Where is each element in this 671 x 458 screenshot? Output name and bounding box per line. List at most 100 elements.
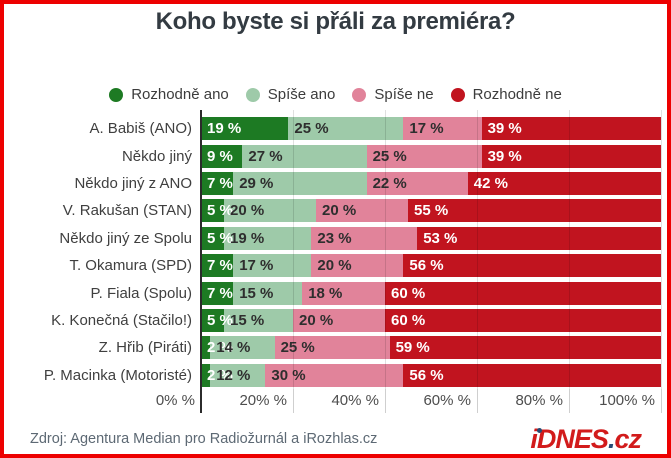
stacked-bar: 5 % 19 % 23 % 53 % bbox=[201, 226, 661, 250]
segment-value-label: 39 % bbox=[487, 120, 522, 138]
bar-row: Z. Hřib (Piráti) 2 % 14 % 25 % 59 % bbox=[4, 334, 667, 361]
bar-segment: 2 % bbox=[201, 363, 233, 387]
legend-item: Rozhodně ne bbox=[450, 86, 562, 103]
legend-label: Spíše ne bbox=[374, 86, 434, 103]
stacked-bar: 5 % 15 % 20 % 60 % bbox=[201, 308, 661, 332]
legend-dot-icon bbox=[450, 87, 465, 102]
segment-value-label: 17 % bbox=[409, 120, 444, 138]
bar-segment: 2 % bbox=[201, 336, 233, 360]
segment-value-label: 2 % bbox=[207, 366, 233, 384]
category-label: A. Babiš (ANO) bbox=[89, 120, 192, 138]
category-label: Někdo jiný bbox=[121, 147, 192, 165]
segment-value-label: 5 % bbox=[207, 311, 233, 329]
segment-value-label: 18 % bbox=[308, 284, 343, 302]
segment-value-label: 55 % bbox=[414, 202, 449, 220]
segment-value-label: 30 % bbox=[271, 366, 306, 384]
segment-value-label: 9 % bbox=[207, 147, 233, 165]
bar-segment: 59 % bbox=[389, 336, 661, 360]
category-label: P. Macinka (Motoristé) bbox=[43, 366, 192, 384]
bar-segment: 42 % bbox=[467, 171, 661, 195]
category-label: Z. Hřib (Piráti) bbox=[98, 339, 192, 357]
axis-tick-line bbox=[385, 388, 386, 413]
bar-row: P. Macinka (Motoristé) 2 % 12 % 30 % 56 % bbox=[4, 362, 667, 389]
bar-segment: 5 % bbox=[201, 199, 233, 223]
bar-segment: 60 % bbox=[384, 281, 661, 305]
segment-value-label: 20 % bbox=[299, 311, 334, 329]
axis-tick-line bbox=[477, 388, 478, 413]
chart-title: Koho byste si přáli za premiéra? bbox=[155, 8, 516, 35]
bar-segment: 7 % bbox=[201, 281, 234, 305]
axis-tick-line bbox=[293, 388, 294, 413]
segment-value-label: 53 % bbox=[423, 229, 458, 247]
stacked-bar: 9 % 27 % 25 % 39 % bbox=[201, 144, 661, 168]
bar-segment: 56 % bbox=[403, 254, 661, 278]
bar-segment: 20 % bbox=[316, 199, 408, 223]
segment-value-label: 15 % bbox=[239, 284, 274, 302]
segment-value-label: 42 % bbox=[473, 174, 508, 192]
segment-value-label: 29 % bbox=[239, 174, 274, 192]
bar-row: K. Konečná (Stačilo!) 5 % 15 % 20 % 60 % bbox=[4, 307, 667, 334]
segment-value-label: 5 % bbox=[207, 202, 233, 220]
logo-text-main: iDNES bbox=[530, 423, 609, 454]
segment-value-label: 56 % bbox=[409, 257, 444, 275]
axis-tick-label: 0% % bbox=[155, 391, 195, 409]
bar-segment: 5 % bbox=[201, 226, 233, 250]
bar-row: P. Fiala (Spolu) 7 % 15 % 18 % 60 % bbox=[4, 279, 667, 306]
bar-segment: 19 % bbox=[201, 117, 289, 141]
bar-row: Někdo jiný z ANO 7 % 29 % 22 % 42 % bbox=[4, 170, 667, 197]
bar-row: A. Babiš (ANO) 19 % 25 % 17 % 39 % bbox=[4, 115, 667, 142]
bar-segment: 53 % bbox=[417, 226, 661, 250]
legend-label: Rozhodně ano bbox=[131, 86, 229, 103]
legend-dot-icon bbox=[245, 87, 260, 102]
segment-value-label: 19 % bbox=[230, 229, 265, 247]
segment-value-label: 5 % bbox=[207, 229, 233, 247]
segment-value-label: 27 % bbox=[248, 147, 283, 165]
stacked-bar: 19 % 25 % 17 % 39 % bbox=[201, 117, 661, 141]
idnes-logo[interactable]: iDNES.cz bbox=[530, 423, 642, 454]
y-axis-line bbox=[200, 110, 202, 413]
bar-segment: 15 % bbox=[233, 281, 303, 305]
stacked-bar-chart: A. Babiš (ANO) 19 % 25 % 17 % 39 % Někdo jiný… bbox=[4, 110, 667, 413]
segment-value-label: 25 % bbox=[280, 339, 315, 357]
segment-value-label: 56 % bbox=[409, 366, 444, 384]
segment-value-label: 22 % bbox=[372, 174, 407, 192]
category-label: T. Okamura (SPD) bbox=[69, 257, 192, 275]
legend-item: Spíše ne bbox=[352, 86, 434, 103]
bar-segment: 15 % bbox=[224, 308, 293, 332]
logo-text-dot: . bbox=[607, 423, 615, 454]
stacked-bar: 7 % 15 % 18 % 60 % bbox=[201, 281, 661, 305]
bar-segment: 7 % bbox=[201, 254, 234, 278]
logo-text-cz: cz bbox=[614, 423, 642, 454]
category-label: P. Fiala (Spolu) bbox=[90, 284, 192, 302]
footer: Zdroj: Agentura Median pro Radiožurnál a… bbox=[30, 423, 642, 454]
bar-segment: 20 % bbox=[293, 308, 385, 332]
bar-segment: 39 % bbox=[481, 144, 661, 168]
bar-row: V. Rakušan (STAN) 5 % 20 % 20 % 55 % bbox=[4, 197, 667, 224]
axis-tick-line bbox=[569, 388, 570, 413]
axis-tick-label: 20% % bbox=[239, 391, 287, 409]
bar-segment: 55 % bbox=[408, 199, 661, 223]
bar-segment: 56 % bbox=[403, 363, 661, 387]
segment-value-label: 2 % bbox=[207, 339, 233, 357]
axis-tick-label: 60% % bbox=[423, 391, 471, 409]
bar-row: T. Okamura (SPD) 7 % 17 % 20 % 56 % bbox=[4, 252, 667, 279]
segment-value-label: 17 % bbox=[239, 257, 274, 275]
x-axis: 0% % 20% % 40% % 60% % 80% % 100% % bbox=[156, 388, 662, 413]
segment-value-label: 14 % bbox=[216, 339, 251, 357]
segment-value-label: 7 % bbox=[207, 174, 233, 192]
bar-row: Někdo jiný ze Spolu 5 % 19 % 23 % 53 % bbox=[4, 225, 667, 252]
stacked-bar: 5 % 20 % 20 % 55 % bbox=[201, 199, 661, 223]
bar-segment: 22 % bbox=[366, 171, 468, 195]
logo-i-dot-icon bbox=[537, 427, 543, 433]
bar-segment: 17 % bbox=[403, 117, 482, 141]
stacked-bar: 2 % 14 % 25 % 59 % bbox=[201, 336, 661, 360]
bar-segment: 7 % bbox=[201, 171, 234, 195]
category-label: Někdo jiný z ANO bbox=[74, 174, 192, 192]
segment-value-label: 25 % bbox=[372, 147, 407, 165]
legend-label: Rozhodně ne bbox=[472, 86, 562, 103]
stacked-bar: 7 % 29 % 22 % 42 % bbox=[201, 171, 661, 195]
legend-item: Rozhodně ano bbox=[109, 86, 229, 103]
source-text: Zdroj: Agentura Median pro Radiožurnál a… bbox=[30, 430, 378, 447]
bar-segment: 23 % bbox=[311, 226, 418, 250]
